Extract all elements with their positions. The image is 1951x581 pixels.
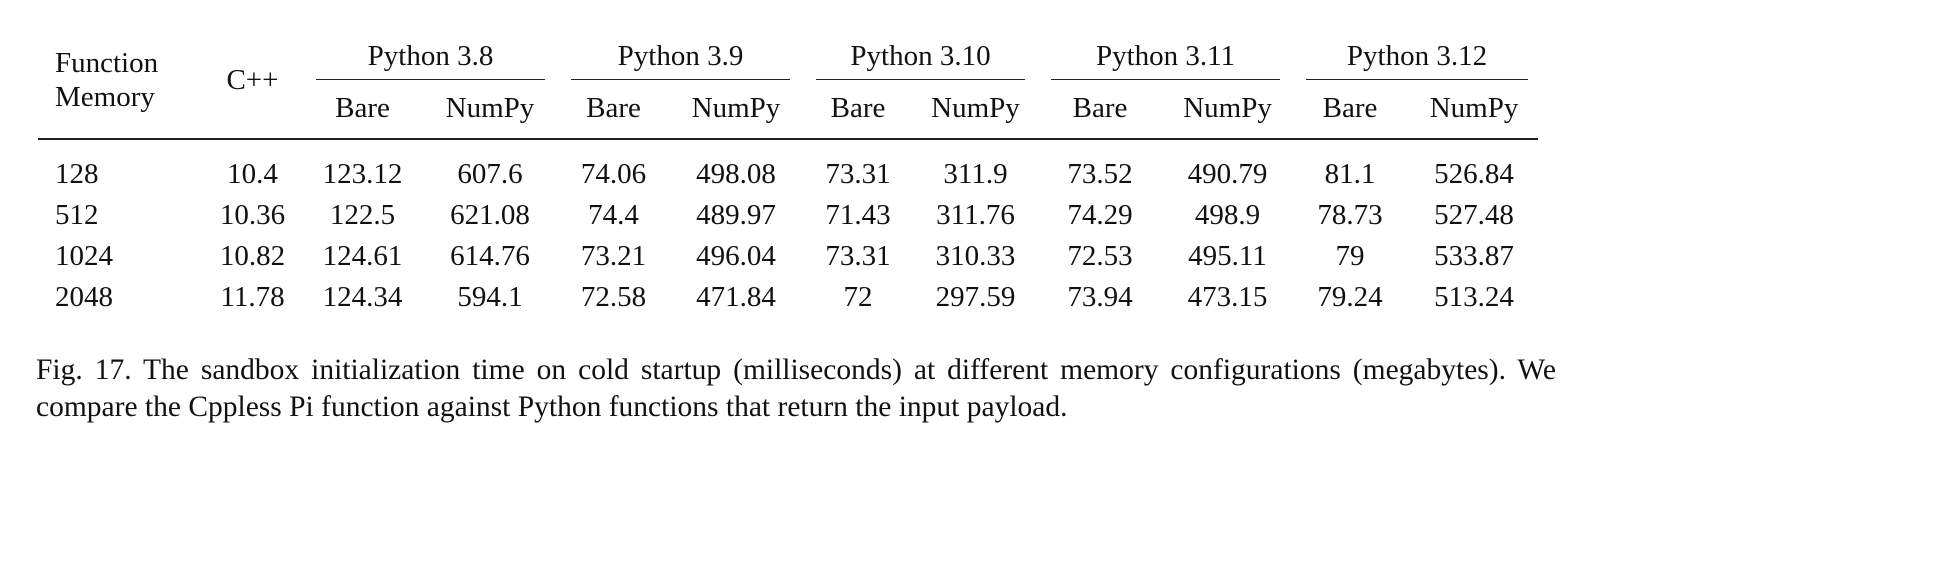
value-cell: 310.33 (935, 240, 1016, 272)
group-header: Python 3.11 (1035, 22, 1290, 80)
value-cell: 533.87 (1434, 240, 1514, 272)
header-line-2: Memory (55, 81, 155, 113)
group-header-label: Python 3.10 (816, 40, 1025, 80)
value-cell: 73.21 (580, 240, 647, 272)
value-cell: 79.24 (1317, 281, 1383, 313)
value-cell: 73.31 (825, 240, 891, 272)
subcolumn-header: NumPy (931, 91, 1020, 124)
value-cell: 74.29 (1067, 199, 1133, 231)
group-header: Python 3.8 (300, 22, 555, 80)
group-header-label: Python 3.11 (1051, 40, 1281, 80)
group-header-label: Python 3.12 (1306, 40, 1529, 80)
value-cell: 526.84 (1434, 158, 1514, 190)
subcolumn-header: Bare (586, 91, 641, 124)
group-header: Python 3.9 (555, 22, 800, 80)
value-cell: 79 (1335, 240, 1365, 272)
memory-cell: 1024 (55, 240, 113, 272)
value-cell: 73.52 (1067, 158, 1133, 190)
group-header: Python 3.12 (1290, 22, 1538, 80)
value-cell: 621.08 (450, 199, 530, 231)
function-memory-header: Function Memory (38, 22, 205, 139)
value-cell: 72 (843, 281, 873, 313)
value-cell: 471.84 (696, 281, 776, 313)
value-cell: 496.04 (696, 240, 776, 272)
value-cell: 73.31 (825, 158, 891, 190)
memory-cell: 2048 (55, 281, 113, 313)
value-cell: 614.76 (450, 240, 530, 272)
value-cell: 495.11 (1188, 240, 1267, 272)
memory-cell: 128 (55, 158, 99, 190)
subcolumn-header: Bare (830, 91, 886, 124)
figure-caption: Fig. 17. The sandbox initialization time… (36, 354, 1556, 423)
table-row: 128 10.4 123.12 607.6 74.06 498.08 73.31 311.9 7… (38, 139, 1538, 195)
header-line-1: Function (55, 47, 159, 79)
value-cell: 74.4 (588, 199, 639, 231)
results-table: Function Memory C++ Python 3.8 Python 3.9 P… (38, 22, 1539, 318)
memory-cell: 512 (55, 199, 99, 231)
value-cell: 122.5 (329, 199, 396, 231)
subcolumn-header: NumPy (445, 91, 535, 124)
value-cell: 490.79 (1187, 158, 1268, 190)
value-cell: 311.76 (936, 199, 1015, 231)
subcolumn-header: NumPy (691, 91, 781, 124)
subcolumn-header: Bare (1322, 91, 1378, 124)
value-cell: 594.1 (457, 281, 523, 313)
value-cell: 10.36 (219, 199, 286, 231)
value-cell: 10.82 (219, 240, 286, 272)
value-cell: 489.97 (696, 199, 776, 231)
value-cell: 71.43 (825, 199, 891, 231)
value-cell: 498.08 (696, 158, 776, 190)
table-row: 512 10.36 122.5 621.08 74.4 489.97 71.43 311.76… (38, 195, 1538, 236)
value-cell: 11.78 (220, 281, 285, 313)
value-cell: 297.59 (935, 281, 1016, 313)
value-cell: 72.53 (1067, 240, 1133, 272)
value-cell: 74.06 (580, 158, 647, 190)
value-cell: 124.34 (322, 281, 403, 313)
value-cell: 10.4 (227, 158, 278, 190)
table-row: 2048 11.78 124.34 594.1 72.58 471.84 72 297.59 7… (38, 277, 1538, 318)
value-cell: 607.6 (457, 158, 523, 190)
group-header-label: Python 3.9 (571, 40, 790, 80)
value-cell: 513.24 (1434, 281, 1514, 313)
subcolumn-header: Bare (335, 91, 390, 124)
value-cell: 124.61 (322, 240, 403, 272)
table-row: 1024 10.82 124.61 614.76 73.21 496.04 73.31 310… (38, 236, 1538, 277)
value-cell: 527.48 (1434, 199, 1514, 231)
value-cell: 72.58 (580, 281, 647, 313)
value-cell: 123.12 (322, 158, 403, 190)
subcolumn-header: Bare (1072, 91, 1128, 124)
cpp-header: C++ (226, 63, 279, 96)
group-header-label: Python 3.8 (316, 40, 545, 80)
value-cell: 473.15 (1187, 281, 1268, 313)
subcolumn-header: NumPy (1183, 91, 1272, 124)
subcolumn-header: NumPy (1429, 91, 1519, 124)
value-cell: 73.94 (1067, 281, 1133, 313)
value-cell: 81.1 (1324, 158, 1376, 190)
group-header: Python 3.10 (800, 22, 1035, 80)
value-cell: 78.73 (1317, 199, 1383, 231)
value-cell: 311.9 (943, 158, 1008, 190)
value-cell: 498.9 (1194, 199, 1261, 231)
